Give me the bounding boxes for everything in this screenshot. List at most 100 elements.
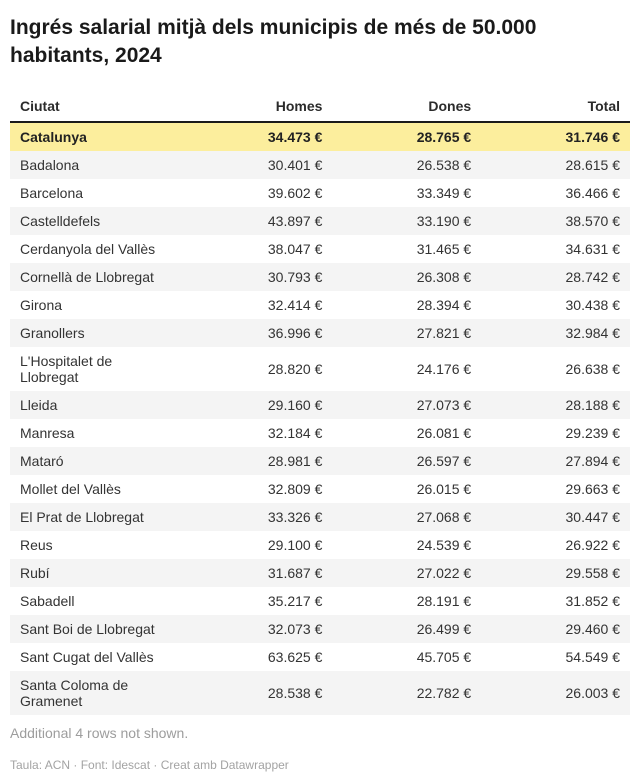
column-header-total: Total <box>587 98 620 114</box>
city-cell: Girona <box>20 297 63 313</box>
city-cell: L'Hospitalet de Llobregat <box>20 353 113 385</box>
homes-cell: 32.184 € <box>267 425 323 441</box>
dones-cell: 22.782 € <box>416 685 472 701</box>
homes-cell: 63.625 € <box>267 649 323 665</box>
table-body: Catalunya 34.473 € 28.765 € 31.746 € Badalon… <box>10 122 630 715</box>
city-cell: Catalunya <box>20 129 87 145</box>
city-cell: Barcelona <box>20 185 84 201</box>
dones-cell: 31.465 € <box>416 241 472 257</box>
total-cell: 31.852 € <box>565 593 621 609</box>
total-cell: 26.638 € <box>565 361 621 377</box>
column-header-ciutat: Ciutat <box>20 98 60 114</box>
table-row: El Prat de Llobregat 33.326 € 27.068 € 30.4… <box>10 503 630 531</box>
dones-cell: 45.705 € <box>416 649 472 665</box>
table-row: Cerdanyola del Vallès 38.047 € 31.465 € 34.… <box>10 235 630 263</box>
total-cell: 26.922 € <box>565 537 621 553</box>
table-row-highlight: Catalunya 34.473 € 28.765 € 31.746 € <box>10 122 630 151</box>
homes-cell: 43.897 € <box>267 213 323 229</box>
table-row: Sant Boi de Llobregat 32.073 € 26.499 € 29.… <box>10 615 630 643</box>
total-cell: 29.663 € <box>565 481 621 497</box>
dones-cell: 24.176 € <box>416 361 472 377</box>
dones-cell: 27.821 € <box>416 325 472 341</box>
homes-cell: 31.687 € <box>267 565 323 581</box>
table-header-row: Ciutat Homes Dones Total <box>10 90 630 122</box>
table-row: Granollers 36.996 € 27.821 € 32.984 € <box>10 319 630 347</box>
salary-table: Ciutat Homes Dones Total Catalunya 34.473… <box>10 90 630 715</box>
attribution-line: Taula: ACN · Font: Idescat · Creat amb D… <box>10 758 289 772</box>
total-cell: 26.003 € <box>565 685 621 701</box>
dones-cell: 24.539 € <box>416 537 472 553</box>
total-cell: 29.558 € <box>565 565 621 581</box>
column-header-homes: Homes <box>275 98 323 114</box>
dones-cell: 27.022 € <box>416 565 472 581</box>
homes-cell: 28.981 € <box>267 453 323 469</box>
total-cell: 28.188 € <box>565 397 621 413</box>
homes-cell: 32.414 € <box>267 297 323 313</box>
dones-cell: 28.191 € <box>416 593 472 609</box>
table-row: Sabadell 35.217 € 28.191 € 31.852 € <box>10 587 630 615</box>
dones-cell: 33.349 € <box>416 185 472 201</box>
city-cell: Sant Boi de Llobregat <box>20 621 155 637</box>
city-cell: Granollers <box>20 325 85 341</box>
total-cell: 54.549 € <box>565 649 621 665</box>
total-cell: 28.742 € <box>565 269 621 285</box>
total-cell: 29.460 € <box>565 621 621 637</box>
homes-cell: 30.401 € <box>267 157 323 173</box>
chart-title: Ingrés salarial mitjà dels municipis de … <box>10 16 537 67</box>
dones-cell: 28.394 € <box>416 297 472 313</box>
dones-cell: 27.068 € <box>416 509 472 525</box>
dones-cell: 26.499 € <box>416 621 472 637</box>
city-cell: Sabadell <box>20 593 75 609</box>
total-cell: 30.447 € <box>565 509 621 525</box>
city-cell: Manresa <box>20 425 75 441</box>
dones-cell: 26.597 € <box>416 453 472 469</box>
dones-cell: 26.015 € <box>416 481 472 497</box>
dones-cell: 26.538 € <box>416 157 472 173</box>
rows-not-shown-note: Additional 4 rows not shown. <box>10 725 189 741</box>
homes-cell: 29.160 € <box>267 397 323 413</box>
column-header-dones: Dones <box>428 98 472 114</box>
dones-cell: 26.308 € <box>416 269 472 285</box>
homes-cell: 28.820 € <box>267 361 323 377</box>
city-cell: El Prat de Llobregat <box>20 509 144 525</box>
city-cell: Reus <box>20 537 53 553</box>
homes-cell: 29.100 € <box>267 537 323 553</box>
city-cell: Badalona <box>20 157 80 173</box>
total-cell: 30.438 € <box>565 297 621 313</box>
homes-cell: 30.793 € <box>267 269 323 285</box>
table-row: Girona 32.414 € 28.394 € 30.438 € <box>10 291 630 319</box>
city-cell: Cornellà de Llobregat <box>20 269 154 285</box>
table-row: Sant Cugat del Vallès 63.625 € 45.705 € 54.… <box>10 643 630 671</box>
city-cell: Mataró <box>20 453 64 469</box>
total-cell: 31.746 € <box>565 129 621 145</box>
total-cell: 36.466 € <box>565 185 621 201</box>
homes-cell: 36.996 € <box>267 325 323 341</box>
table-row: Mollet del Vallès 32.809 € 26.015 € 29.663 … <box>10 475 630 503</box>
table-row: L'Hospitalet de Llobregat 28.820 € 24.176 … <box>10 347 630 391</box>
table-row: Reus 29.100 € 24.539 € 26.922 € <box>10 531 630 559</box>
homes-cell: 32.073 € <box>267 621 323 637</box>
city-cell: Rubí <box>20 565 50 581</box>
homes-cell: 39.602 € <box>267 185 323 201</box>
table-row: Cornellà de Llobregat 30.793 € 26.308 € 28.… <box>10 263 630 291</box>
homes-cell: 28.538 € <box>267 685 323 701</box>
city-cell: Castelldefels <box>20 213 101 229</box>
table-row: Badalona 30.401 € 26.538 € 28.615 € <box>10 151 630 179</box>
city-cell: Santa Coloma de Gramenet <box>20 677 129 709</box>
dones-cell: 27.073 € <box>416 397 472 413</box>
table-row: Castelldefels 43.897 € 33.190 € 38.570 € <box>10 207 630 235</box>
homes-cell: 35.217 € <box>267 593 323 609</box>
table-row: Manresa 32.184 € 26.081 € 29.239 € <box>10 419 630 447</box>
table-row: Mataró 28.981 € 26.597 € 27.894 € <box>10 447 630 475</box>
table-row: Santa Coloma de Gramenet 28.538 € 22.782 €… <box>10 671 630 715</box>
city-cell: Sant Cugat del Vallès <box>20 649 154 665</box>
table-row: Lleida 29.160 € 27.073 € 28.188 € <box>10 391 630 419</box>
homes-cell: 32.809 € <box>267 481 323 497</box>
table-row: Rubí 31.687 € 27.022 € 29.558 € <box>10 559 630 587</box>
total-cell: 29.239 € <box>565 425 621 441</box>
total-cell: 27.894 € <box>565 453 621 469</box>
homes-cell: 33.326 € <box>267 509 323 525</box>
table-row: Barcelona 39.602 € 33.349 € 36.466 € <box>10 179 630 207</box>
total-cell: 32.984 € <box>565 325 621 341</box>
